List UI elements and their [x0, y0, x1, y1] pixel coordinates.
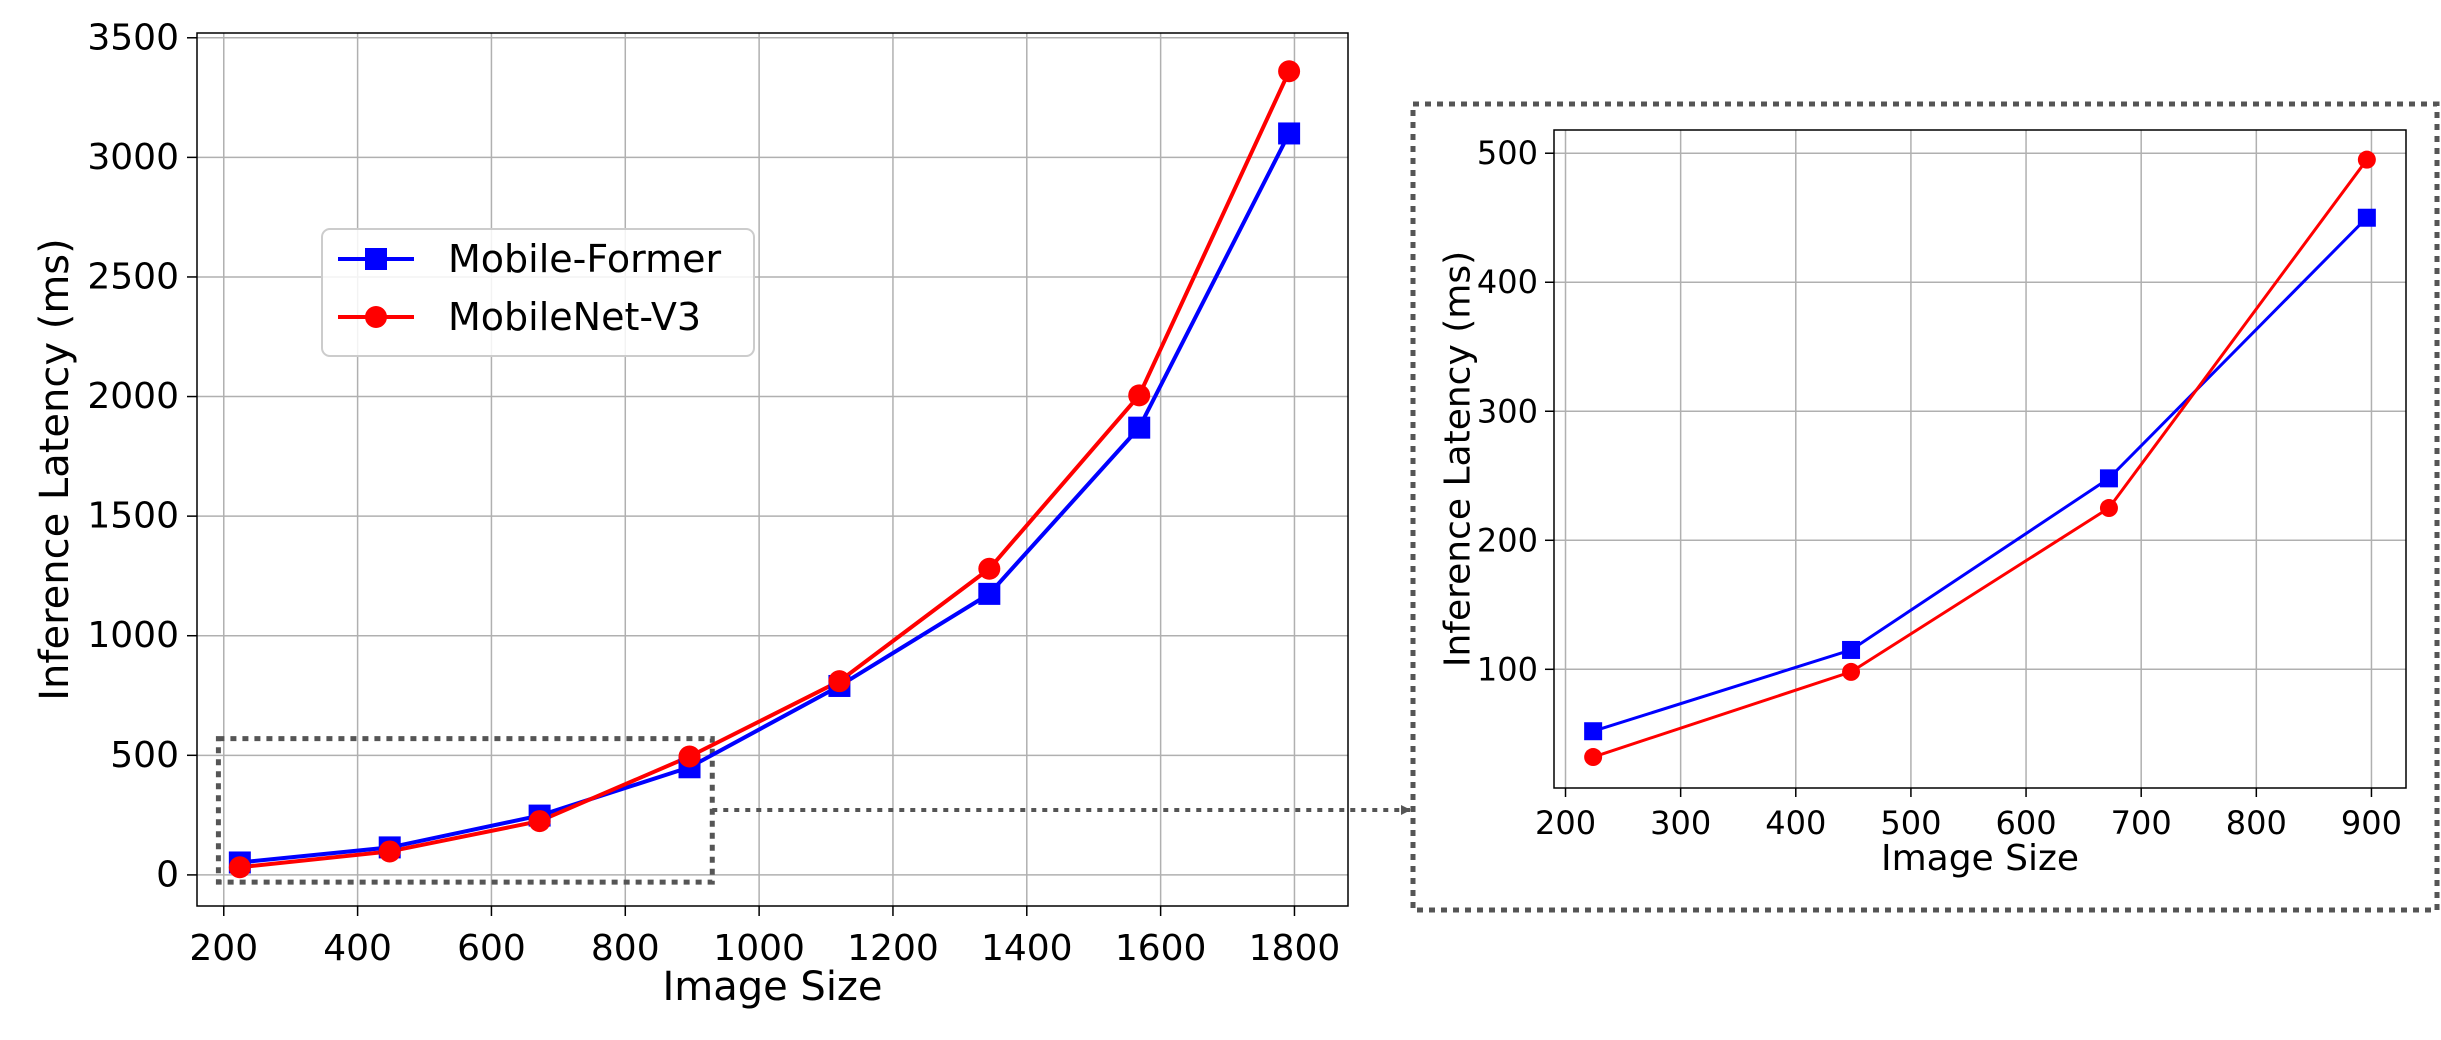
x-tick-label-400: 400: [323, 928, 392, 969]
x-tick-label-600: 600: [457, 928, 526, 969]
point-mobilenet-v3-448: [378, 840, 401, 863]
inset-x-axis-label: Image Size: [1881, 838, 2079, 879]
point-mobilenet-v3-1792: [1278, 60, 1301, 83]
x-tick-label-200: 200: [189, 928, 258, 969]
main-ticks: 200 400 600 800 1000 1200 1400 1600 1800 0 500 1000…: [87, 17, 1340, 969]
y-tick-label-400: 400: [1477, 263, 1538, 301]
legend-marker-mobile-former: [365, 248, 387, 270]
point-mobile-former-224: [1584, 722, 1603, 741]
point-mobilenet-v3-672: [2099, 499, 2118, 518]
legend-entry-mobile-former: Mobile-Former: [338, 237, 721, 281]
x-tick-label-800: 800: [2226, 804, 2287, 842]
inset-y-axis-label: Inference Latency (ms): [1438, 251, 1479, 667]
series-line-mobile-former: [1592, 216, 2368, 733]
x-tick-label-200: 200: [1535, 804, 1596, 842]
point-mobile-former-672: [2099, 469, 2118, 488]
legend-marker-mobilenet-v3: [365, 306, 387, 328]
y-tick-label-2500: 2500: [87, 256, 179, 297]
y-tick-label-200: 200: [1477, 521, 1538, 559]
point-mobilenet-v3-672: [528, 810, 551, 833]
point-mobilenet-v3-224: [1584, 748, 1603, 767]
point-mobile-former-896: [2357, 208, 2376, 227]
point-mobilenet-v3-896: [678, 745, 701, 768]
inset-grid: [1554, 130, 2406, 788]
y-tick-label-3500: 3500: [87, 17, 179, 58]
x-tick-label-800: 800: [591, 928, 660, 969]
point-mobile-former-1568: [1128, 416, 1151, 439]
x-tick-label-1400: 1400: [981, 928, 1073, 969]
y-tick-label-1500: 1500: [87, 496, 179, 537]
main-y-axis-label: Inference Latency (ms): [32, 238, 78, 701]
inset-dotted-frame: [1410, 101, 2440, 913]
x-tick-label-600: 600: [1996, 804, 2057, 842]
x-tick-label-1800: 1800: [1249, 928, 1341, 969]
inset-series-layer: [1584, 150, 2376, 767]
inset-chart: 200 300 400 500 600 700 800 900100200300400500 …: [1438, 129, 2407, 879]
series-line-mobilenet-v3: [1592, 158, 2369, 759]
x-tick-label-300: 300: [1650, 804, 1711, 842]
legend-box: [321, 228, 755, 357]
series-line-mobilenet-v3: [239, 70, 1291, 870]
x-tick-label-1600: 1600: [1115, 928, 1207, 969]
y-tick-label-500: 500: [1477, 134, 1538, 172]
point-mobilenet-v3-1120: [828, 670, 851, 693]
inset-ticks: 200 300 400 500 600 700 800 900 100 200 300 400 500: [1477, 134, 2402, 842]
series-line-mobile-former: [239, 132, 1291, 865]
point-mobilenet-v3-896: [2357, 150, 2376, 169]
point-mobilenet-v3-1344: [978, 557, 1001, 580]
y-tick-label-300: 300: [1477, 392, 1538, 430]
x-tick-label-400: 400: [1765, 804, 1826, 842]
legend-entry-mobilenet-v3: MobileNet-V3: [338, 295, 701, 339]
point-mobilenet-v3-224: [228, 856, 251, 879]
y-tick-label-500: 500: [110, 735, 179, 776]
main-grid: [197, 33, 1348, 906]
point-mobilenet-v3-448: [1842, 662, 1861, 681]
main-x-axis-label: Image Size: [662, 964, 882, 1010]
inset-plot-frame: [1553, 129, 2407, 789]
x-tick-label-700: 700: [2111, 804, 2172, 842]
x-tick-label-500: 500: [1880, 804, 1941, 842]
main-chart: 200 400 600 800 1000 1200 1400 1600 1800 0 500 1000…: [32, 17, 1349, 1010]
point-mobile-former-1792: [1278, 122, 1301, 145]
y-tick-label-100: 100: [1477, 650, 1538, 688]
main-series-layer: [228, 60, 1301, 879]
main-plot-frame: [196, 32, 1349, 907]
y-tick-label-3000: 3000: [87, 137, 179, 178]
x-tick-label-900: 900: [2341, 804, 2402, 842]
point-mobile-former-448: [1842, 640, 1861, 659]
legend: Mobile-Former MobileNet-V3: [321, 228, 755, 357]
point-mobilenet-v3-1568: [1128, 384, 1151, 407]
legend-label-mobile-former: Mobile-Former: [448, 237, 721, 281]
legend-label-mobilenet-v3: MobileNet-V3: [448, 295, 701, 339]
y-tick-label-1000: 1000: [87, 615, 179, 656]
x-tick-label-1000: 1000: [713, 928, 805, 969]
point-mobile-former-1344: [978, 582, 1001, 605]
x-tick-label-1200: 1200: [847, 928, 939, 969]
y-tick-label-2000: 2000: [87, 376, 179, 417]
y-tick-label-0: 0: [156, 854, 179, 895]
